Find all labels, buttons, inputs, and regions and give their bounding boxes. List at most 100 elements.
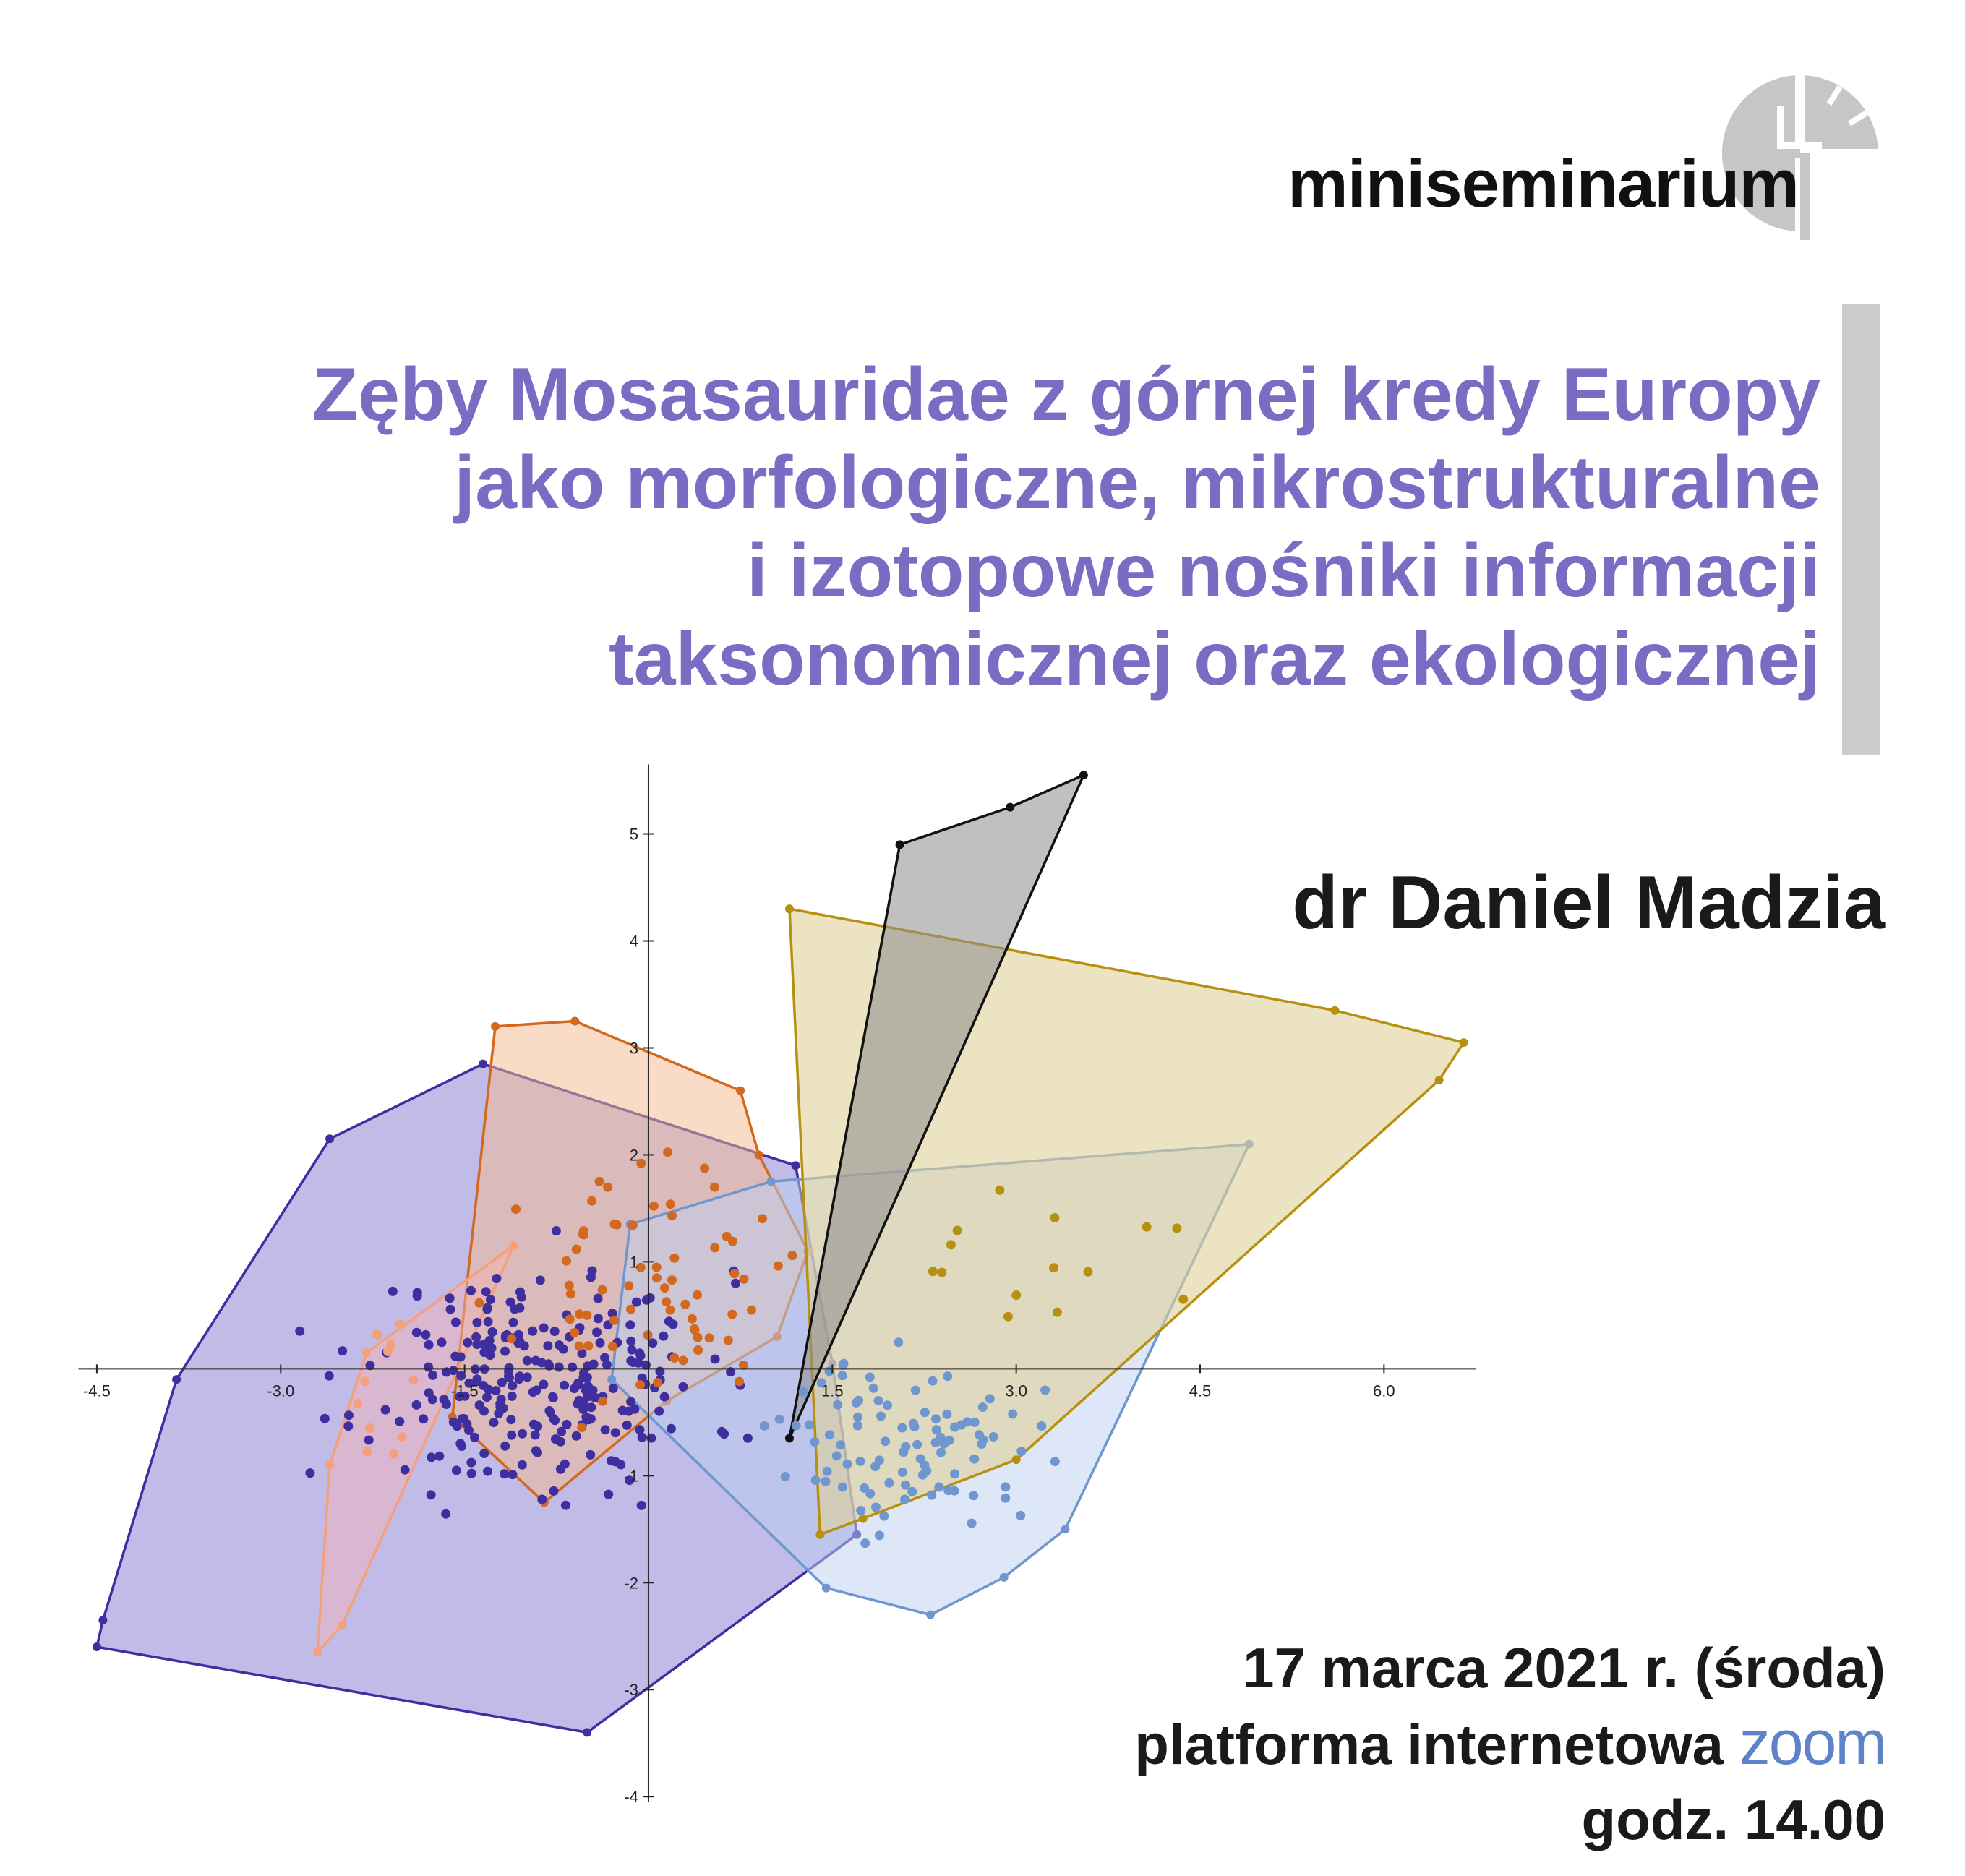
data-point — [874, 1455, 884, 1465]
data-point — [894, 1337, 904, 1348]
data-point — [427, 1395, 437, 1405]
data-point — [758, 1214, 768, 1224]
data-point — [549, 1327, 560, 1336]
data-point — [507, 1430, 517, 1440]
data-point — [380, 1405, 390, 1415]
hull-vertex-point — [172, 1375, 181, 1384]
data-point — [1040, 1385, 1050, 1395]
data-point — [608, 1384, 618, 1393]
data-point — [907, 1486, 917, 1496]
data-point — [1016, 1447, 1027, 1456]
data-point — [362, 1447, 372, 1457]
data-point — [653, 1378, 662, 1387]
data-point — [487, 1343, 497, 1353]
chart-axes: -4.5 -3.0 -1.5 1.5 3.0 4.5 6.0 5 4 3 2 1 -1 -2 -3 -4 — [78, 764, 1476, 1806]
data-point — [455, 1352, 466, 1362]
data-point — [1003, 1311, 1013, 1322]
data-point — [625, 1320, 635, 1330]
data-point — [466, 1285, 476, 1295]
hull-vertex-point — [570, 1016, 580, 1026]
data-point — [592, 1327, 602, 1337]
data-point — [479, 1449, 489, 1458]
data-point — [450, 1317, 461, 1327]
data-point — [920, 1408, 930, 1418]
data-point — [474, 1400, 484, 1410]
data-point — [482, 1392, 492, 1402]
data-point — [556, 1436, 565, 1447]
data-point — [873, 1396, 883, 1406]
y-tick-label: 5 — [630, 826, 638, 844]
platform-prefix: platforma internetowa — [1134, 1713, 1724, 1776]
data-point — [950, 1469, 960, 1479]
data-point — [427, 1452, 437, 1462]
event-time: godz. 14.00 — [1581, 1788, 1885, 1851]
hull-vertex-point — [491, 1021, 500, 1031]
hull-vertex-point — [361, 1348, 371, 1358]
hull-vertex-point — [815, 1530, 825, 1539]
data-point — [731, 1278, 740, 1288]
data-point — [441, 1509, 451, 1519]
data-point — [604, 1489, 614, 1499]
data-point — [511, 1204, 521, 1215]
data-point — [395, 1319, 405, 1329]
data-point — [722, 1231, 732, 1241]
data-point — [578, 1226, 588, 1236]
data-point — [408, 1375, 419, 1385]
data-point — [798, 1387, 808, 1397]
data-point — [1001, 1482, 1011, 1492]
y-tick-label: -1 — [624, 1467, 638, 1485]
data-point — [687, 1314, 697, 1324]
data-point — [586, 1402, 596, 1413]
data-point — [471, 1332, 481, 1342]
data-point — [667, 1211, 677, 1221]
data-point — [565, 1314, 575, 1324]
data-point — [578, 1397, 588, 1408]
data-point — [975, 1430, 985, 1440]
data-point — [571, 1431, 581, 1441]
data-point — [635, 1380, 646, 1390]
data-point — [594, 1177, 604, 1186]
data-point — [635, 1262, 646, 1272]
hull-vertex-point — [607, 1375, 617, 1384]
hull-polygon — [788, 907, 1465, 1536]
data-point — [810, 1437, 820, 1447]
data-point — [825, 1430, 834, 1440]
data-point — [969, 1491, 979, 1501]
hull-vertex-point — [736, 1086, 745, 1095]
data-point — [508, 1317, 518, 1327]
data-point — [831, 1451, 842, 1461]
data-point — [635, 1350, 646, 1361]
data-point — [787, 1251, 797, 1261]
data-point — [805, 1420, 815, 1430]
data-point — [364, 1435, 374, 1445]
data-point — [421, 1329, 431, 1340]
data-point — [969, 1417, 980, 1427]
data-point — [426, 1490, 436, 1500]
data-point — [593, 1293, 603, 1303]
data-point — [500, 1441, 510, 1451]
data-point — [738, 1361, 748, 1370]
data-point — [659, 1392, 669, 1402]
data-point — [565, 1289, 575, 1299]
hull-vertex-point — [925, 1610, 935, 1619]
data-point — [876, 1411, 886, 1421]
y-tick-label: -4 — [624, 1788, 638, 1806]
data-point — [663, 1147, 673, 1157]
data-point — [943, 1371, 953, 1382]
hull-vertex-point — [895, 840, 904, 849]
data-point — [988, 1432, 998, 1442]
data-point — [1142, 1222, 1152, 1232]
zoom-logo: zoom — [1739, 1708, 1887, 1778]
hull-vertex-point — [784, 904, 794, 914]
data-point — [543, 1341, 553, 1351]
data-point — [466, 1468, 476, 1478]
data-point — [496, 1395, 506, 1405]
data-point — [624, 1281, 634, 1291]
data-point — [557, 1426, 566, 1436]
data-point — [900, 1494, 910, 1504]
hull-vertex-point — [1079, 771, 1088, 780]
data-point — [506, 1415, 516, 1425]
title-line: i izotopowe nośniki informacji — [747, 529, 1820, 613]
event-platform: platforma internetowa zoom — [1134, 1705, 1887, 1782]
data-point — [505, 1297, 515, 1307]
